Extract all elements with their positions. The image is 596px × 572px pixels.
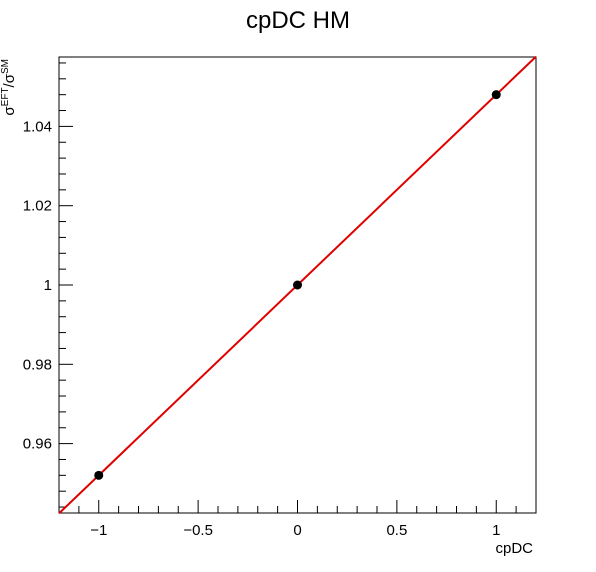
x-tick-label: 0.5 [386,522,407,539]
y-axis-title-eft: σ [1,106,18,116]
y-axis-title-eft-sup: EFT [0,87,11,106]
y-axis-title: σEFT/σSM [0,59,18,116]
y-axis-title-slash: /σ [1,73,18,87]
axis-ticks [58,62,537,513]
data-point [491,90,501,100]
chart-title: cpDC HM [246,7,350,34]
series-layer [58,55,537,515]
x-tick-label: −1 [90,522,107,539]
y-tick-label: 1 [44,277,52,294]
x-tick-label: 0 [293,522,301,539]
y-tick-labels: 0.96 0.98 1 1.02 1.04 [23,118,52,452]
x-tick-labels: −1 −0.5 0 0.5 1 [90,522,500,539]
y-tick-label: 0.98 [23,356,52,373]
x-tick-label: −0.5 [183,522,213,539]
y-axis-title-sm-sup: SM [0,59,11,74]
y-tick-label: 0.96 [23,436,52,453]
x-tick-label: 1 [492,522,500,539]
data-point [94,470,104,480]
x-axis-title: cpDC [495,540,533,557]
data-point [293,280,302,290]
y-tick-label: 1.02 [23,198,52,215]
y-tick-label: 1.04 [23,118,52,135]
